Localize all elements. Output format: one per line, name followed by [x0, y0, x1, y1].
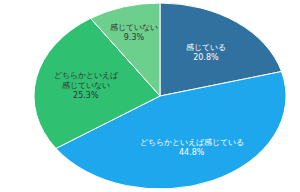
value-label: 20.8%: [193, 53, 219, 62]
category-label: 感じている: [186, 43, 226, 52]
value-label: 9.3%: [124, 33, 145, 42]
category-label: どちらかといえば感じている: [140, 138, 244, 147]
pie-slice: [34, 18, 160, 148]
slices: [34, 3, 286, 189]
value-label: 25.3%: [73, 91, 99, 100]
chart: 感じている20.8%どちらかといえば感じている44.8%どちらかといえば感じてい…: [0, 0, 300, 192]
category-label: どちらかといえば感じていない: [54, 71, 119, 90]
value-label: 44.8%: [179, 148, 205, 157]
labels: 感じている20.8%どちらかといえば感じている44.8%どちらかといえば感じてい…: [54, 23, 244, 157]
slice-label: どちらかといえば感じていない25.3%: [54, 71, 119, 100]
category-label: 感じていない: [110, 23, 158, 32]
slice-label: 感じていない9.3%: [110, 23, 158, 42]
slice-label: 感じている20.8%: [186, 43, 226, 62]
slice-label: どちらかといえば感じている44.8%: [140, 138, 244, 157]
